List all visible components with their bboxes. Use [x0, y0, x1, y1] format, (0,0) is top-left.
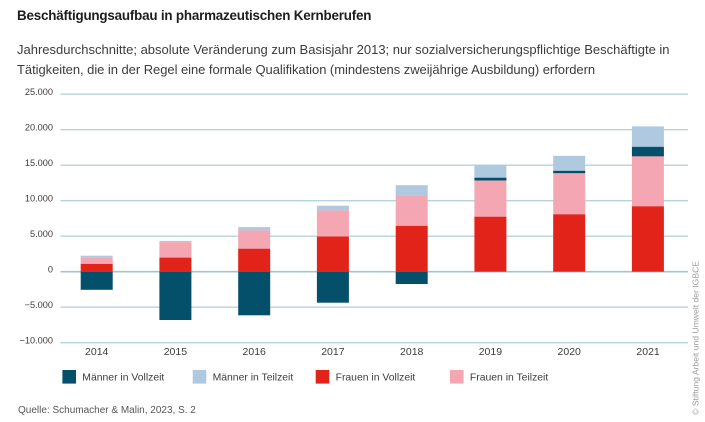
svg-text:10.000: 10.000 — [25, 194, 53, 204]
svg-text:20.000: 20.000 — [25, 123, 53, 133]
svg-text:2015: 2015 — [164, 346, 188, 358]
svg-text:25.000: 25.000 — [25, 87, 53, 97]
svg-text:2017: 2017 — [321, 346, 345, 358]
svg-text:Frauen in Teilzeit: Frauen in Teilzeit — [470, 372, 548, 383]
svg-text:Männer in Vollzeit: Männer in Vollzeit — [82, 372, 164, 383]
svg-text:2021: 2021 — [636, 346, 660, 358]
svg-text:−5.000: −5.000 — [25, 300, 53, 310]
svg-text:2019: 2019 — [479, 346, 503, 358]
svg-text:5.000: 5.000 — [30, 229, 53, 239]
svg-text:Frauen in Vollzeit: Frauen in Vollzeit — [336, 372, 416, 383]
svg-text:2014: 2014 — [85, 346, 109, 358]
svg-text:© Stiftung Arbeit und Umwelt d: © Stiftung Arbeit und Umwelt der IGBCE — [691, 261, 701, 415]
svg-text:2020: 2020 — [558, 346, 582, 358]
svg-text:15.000: 15.000 — [25, 158, 53, 168]
svg-text:2018: 2018 — [400, 346, 424, 358]
svg-text:Männer in Teilzeit: Männer in Teilzeit — [213, 372, 294, 383]
svg-text:2016: 2016 — [243, 346, 267, 358]
svg-text:−10.000: −10.000 — [20, 336, 53, 346]
svg-text:0: 0 — [48, 265, 53, 275]
